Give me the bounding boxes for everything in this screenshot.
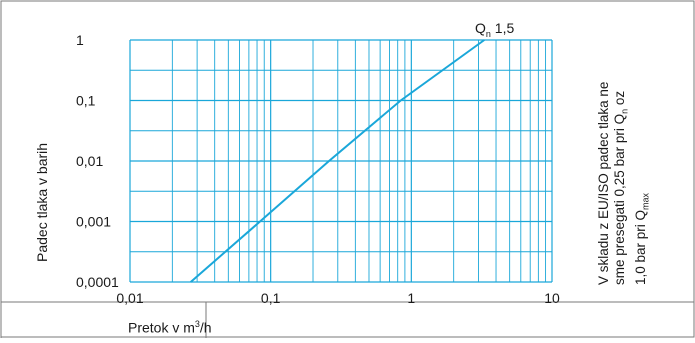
- side-note-line3-sub: max: [640, 192, 651, 210]
- series-label-value: 1,5: [494, 20, 515, 36]
- y-tick-label: 0,01: [76, 153, 103, 169]
- y-axis-label: Padec tlaka v barih: [34, 143, 50, 262]
- series-layer: [190, 39, 485, 283]
- side-note-line2-a: sme presegati 0,25 bar pri Q: [612, 113, 627, 285]
- series-label-sub: n: [485, 28, 491, 39]
- x-axis-label-unit: /h: [199, 319, 212, 336]
- x-tick-labels: 0,01 0,1 1 10: [116, 290, 560, 306]
- y-tick-label: 1: [76, 32, 84, 48]
- x-axis-label: Pretok v m3/h: [128, 319, 212, 336]
- x-tick-label: 0,01: [116, 290, 143, 306]
- x-tick-label: 1: [407, 290, 415, 306]
- x-axis-label-text: Pretok v m: [128, 319, 195, 336]
- y-tick-label: 0,0001: [76, 274, 119, 290]
- side-note-line3: 1,0 bar pri Qmax: [633, 82, 654, 285]
- side-note-line3-a: 1,0 bar pri Q: [632, 209, 648, 285]
- series-line: [190, 39, 485, 283]
- x-axis-label-sup: 3: [194, 319, 200, 329]
- side-note: V skladu z EU/ISO padec tlaka ne sme pre…: [596, 82, 653, 285]
- x-tick-label: 10: [544, 290, 560, 306]
- y-tick-label: 0,1: [76, 93, 96, 109]
- side-note-line1: V skladu z EU/ISO padec tlaka ne: [596, 81, 611, 285]
- x-tick-label: 0,1: [261, 290, 281, 306]
- side-note-line2: sme presegati 0,25 bar pri Qn oz: [612, 82, 633, 285]
- side-note-line2-sub: n: [619, 108, 630, 114]
- grid: [129, 39, 553, 283]
- y-tick-label: 0,001: [76, 214, 111, 230]
- series-label: Qn 1,5: [475, 20, 514, 39]
- side-note-line2-b: oz: [612, 90, 627, 109]
- series-label-name: Q: [475, 20, 486, 36]
- y-tick-labels: 1 0,1 0,01 0,001 0,0001: [76, 32, 119, 290]
